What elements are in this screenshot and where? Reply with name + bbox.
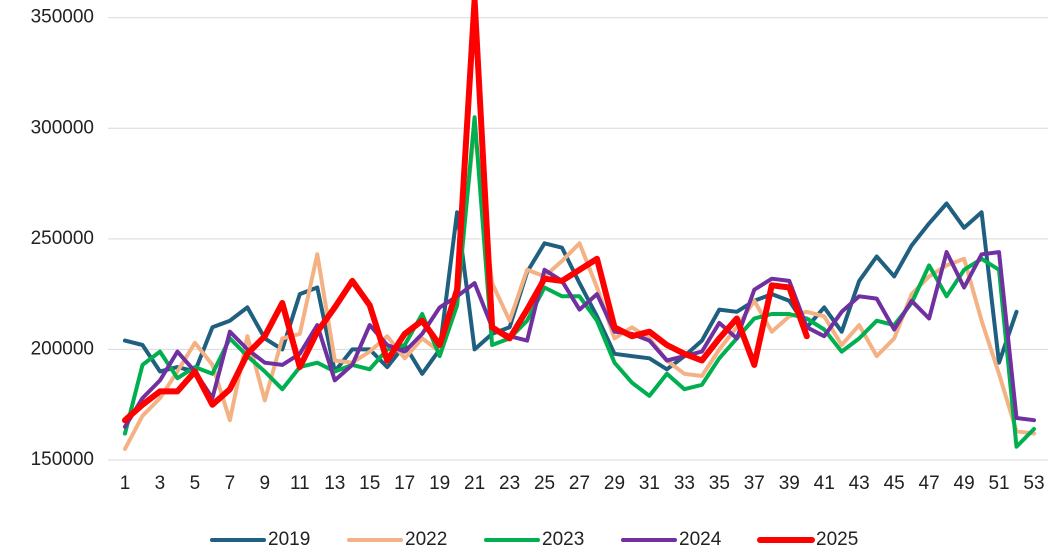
- x-tick-label: 19: [429, 473, 450, 494]
- x-tick-label: 1: [120, 473, 131, 494]
- legend-label: 2022: [405, 529, 447, 550]
- y-tick-label: 350000: [31, 7, 94, 28]
- x-tick-label: 47: [919, 473, 940, 494]
- x-tick-label: 31: [639, 473, 660, 494]
- x-tick-label: 3: [155, 473, 166, 494]
- series-line: [123, 201, 1019, 376]
- legend-label: 2025: [816, 529, 858, 550]
- y-tick-label: 300000: [31, 117, 94, 138]
- x-tick-label: 9: [260, 473, 271, 494]
- legend-label: 2019: [268, 529, 310, 550]
- x-tick-label: 5: [190, 473, 201, 494]
- x-tick-label: 25: [534, 473, 555, 494]
- x-tick-label: 23: [499, 473, 520, 494]
- x-tick-label: 45: [884, 473, 905, 494]
- x-tick-label: 37: [744, 473, 765, 494]
- series-line: [122, 0, 810, 424]
- x-tick-label: 27: [569, 473, 590, 494]
- x-tick-label: 39: [779, 473, 800, 494]
- y-tick-label: 250000: [31, 228, 94, 249]
- x-tick-label: 51: [988, 473, 1009, 494]
- legend-label: 2024: [679, 529, 722, 550]
- x-tick-label: 29: [604, 473, 625, 494]
- x-tick-label: 7: [225, 473, 236, 494]
- series-line: [123, 250, 1036, 429]
- series-line: [123, 126, 1036, 451]
- series-line: [123, 115, 1036, 449]
- x-tick-label: 41: [814, 473, 835, 494]
- legend-label: 2023: [542, 529, 584, 550]
- y-tick-label: 200000: [31, 338, 94, 359]
- x-tick-label: 35: [709, 473, 730, 494]
- x-tick-label: 15: [359, 473, 380, 494]
- x-tick-label: 43: [849, 473, 870, 494]
- x-tick-label: 21: [464, 473, 485, 494]
- x-tick-label: 11: [290, 473, 310, 494]
- x-tick-label: 53: [1023, 473, 1044, 494]
- y-tick-label: 150000: [31, 449, 94, 470]
- x-tick-label: 33: [674, 473, 695, 494]
- x-tick-label: 17: [394, 473, 415, 494]
- x-tick-label: 13: [324, 473, 345, 494]
- x-tick-label: 49: [954, 473, 975, 494]
